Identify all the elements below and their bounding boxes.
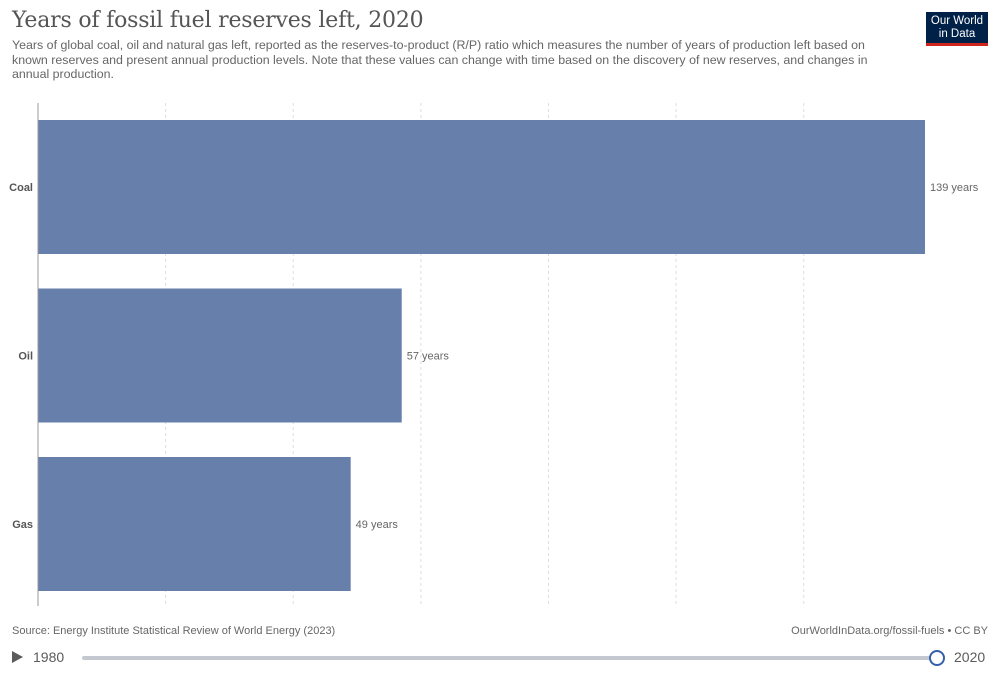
category-label-gas: Gas — [12, 519, 33, 531]
timeline-start-year[interactable]: 1980 — [33, 649, 65, 665]
bar-coal[interactable] — [38, 120, 925, 254]
bar-oil[interactable] — [38, 288, 402, 423]
value-label-coal: 139 years — [930, 182, 979, 194]
source-note: Source: Energy Institute Statistical Rev… — [12, 625, 336, 637]
owid-logo[interactable]: Our World in Data — [926, 12, 988, 46]
value-label-gas: 49 years — [356, 519, 399, 531]
timeline-end-year[interactable]: 2020 — [954, 649, 986, 665]
bar-chart: Coal 139 years Oil 57 years Gas 49 years — [9, 103, 979, 606]
source-link[interactable]: OurWorldInData.org/fossil-fuels • CC BY — [791, 625, 988, 637]
chart-subtitle: Years of global coal, oil and natural ga… — [12, 38, 868, 82]
category-label-oil: Oil — [18, 351, 33, 363]
category-label-coal: Coal — [9, 182, 33, 194]
bar-gas[interactable] — [38, 457, 351, 591]
timeline-handle[interactable] — [929, 650, 945, 666]
value-label-oil: 57 years — [407, 351, 450, 363]
logo-line-2: in Data — [938, 28, 976, 40]
logo-line-1: Our World — [930, 15, 984, 27]
timeline-track[interactable] — [82, 656, 937, 660]
timeline: 1980 2020 — [0, 646, 1003, 670]
play-icon[interactable] — [12, 651, 23, 663]
chart-title: Years of fossil fuel reserves left, 2020 — [12, 8, 424, 33]
